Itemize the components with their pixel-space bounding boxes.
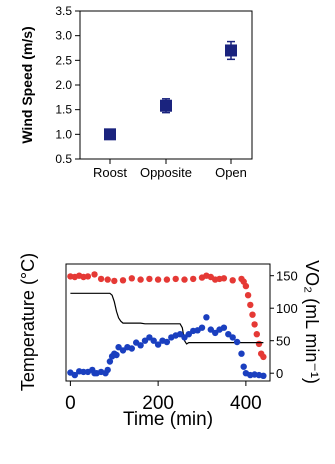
data-point (181, 276, 188, 283)
x-tick-label: Opposite (140, 165, 192, 180)
right-y-axis-label: VO₂ (mL min⁻¹) (302, 260, 322, 384)
data-point (255, 340, 263, 348)
y-tick-label: 3.5 (55, 4, 72, 18)
data-point (229, 334, 236, 341)
x-tick-label: Roost (93, 165, 127, 180)
y-tick-label: 100 (276, 301, 298, 316)
data-point (251, 321, 258, 328)
y-axis-ticks: 0.5 1.0 1.5 2.0 2.5 3.0 3.5 (55, 4, 80, 166)
data-point (220, 324, 228, 331)
series-1 (70, 292, 264, 345)
data-point (115, 344, 122, 351)
data-point (119, 277, 127, 284)
series-line (70, 292, 264, 345)
data-point (106, 358, 114, 365)
data-point (154, 341, 162, 348)
y-tick-label: 150 (276, 269, 298, 284)
y-tick-label: 1.0 (55, 127, 72, 141)
data-point (111, 277, 118, 285)
data-series (67, 271, 267, 379)
data-point (141, 337, 149, 344)
data-point (240, 363, 247, 370)
x-axis-ticks: 0 200 400 (65, 381, 262, 414)
y-tick-label: 3.0 (55, 29, 72, 43)
data-point (203, 314, 210, 321)
data-point (154, 276, 162, 283)
data-point (160, 99, 172, 112)
data-point (198, 324, 206, 331)
wind-speed-chart: 0.51.01.52.02.53.03.5 Roost Opposite Open … (19, 4, 253, 180)
y-tick-label: 1.5 (55, 103, 72, 117)
data-point (84, 273, 92, 280)
data-point (238, 350, 245, 357)
y-axis-label: Wind Speed (m/s) (19, 26, 35, 143)
data-point (146, 275, 153, 283)
plot-frame (65, 263, 271, 382)
y-tick-label: 0 (276, 366, 283, 381)
x-axis-label: Time (min) (123, 409, 213, 430)
data-point (260, 372, 267, 379)
data-point (91, 271, 98, 278)
left-y-axis-label: Temperature (°C) (18, 253, 38, 391)
temperature-vo2-chart: 0 200 400 0 50 100 150 Time (min) Temperature… (18, 253, 322, 430)
data-point (242, 282, 250, 290)
data-point (97, 275, 105, 283)
data-point (225, 331, 232, 338)
data-point (113, 351, 120, 359)
data-point (163, 338, 171, 346)
x-tick-label: 0 (65, 393, 76, 414)
data-point (163, 276, 171, 283)
series-0 (67, 271, 267, 361)
data-point (104, 128, 116, 141)
x-axis-ticks: Roost Opposite Open (93, 159, 247, 180)
y-tick-label: 2.5 (55, 53, 72, 67)
data-point (172, 275, 179, 283)
y-tick-label: 50 (276, 334, 290, 349)
data-point (260, 353, 267, 361)
data-point (119, 347, 127, 354)
data-point (207, 326, 214, 333)
data-point (137, 342, 144, 349)
data-point (150, 337, 157, 344)
data-point (247, 301, 254, 309)
y-tick-label: 2.0 (55, 78, 72, 92)
data-point (176, 331, 184, 338)
data-point (80, 368, 87, 376)
data-point (104, 276, 111, 283)
data-point (233, 338, 241, 346)
data-point (253, 331, 260, 338)
data-marks (104, 40, 237, 141)
data-point (185, 331, 192, 338)
data-point (225, 44, 237, 57)
data-point (220, 275, 228, 282)
data-point (190, 275, 197, 283)
data-point (229, 277, 236, 284)
data-point (137, 276, 144, 283)
data-point (249, 311, 256, 318)
series-2 (67, 314, 267, 379)
data-point (244, 292, 252, 299)
x-tick-label: 200 (142, 393, 174, 414)
y-tick-label: 0.5 (55, 152, 72, 166)
x-tick-label: 400 (230, 393, 262, 414)
right-y-axis-ticks: 0 50 100 150 (270, 269, 298, 381)
data-point (104, 366, 111, 374)
data-point (128, 275, 135, 282)
data-point (71, 371, 79, 379)
data-point (128, 345, 135, 352)
x-tick-label: Open (215, 165, 247, 180)
